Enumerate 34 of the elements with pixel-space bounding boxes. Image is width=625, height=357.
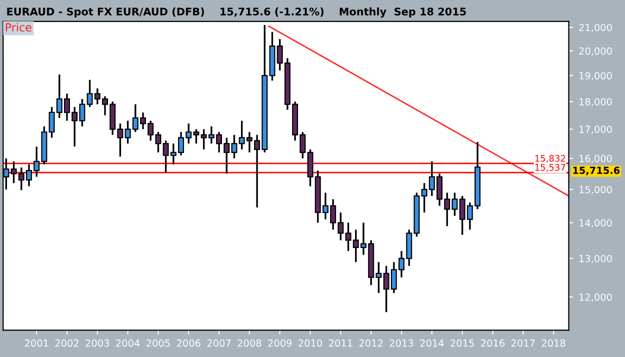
x-tick-label: 2015: [450, 339, 474, 347]
x-tick-label: 2017: [511, 339, 535, 347]
text: 15,715.6: [573, 166, 620, 176]
y-tick-label: 21,000: [579, 24, 612, 32]
y-tick-label: 19,000: [580, 72, 612, 80]
x-tick-label: 2005: [146, 339, 170, 347]
x-tick-label: 2007: [207, 339, 231, 347]
candlestick: [231, 134, 238, 160]
x-tick-label: 2006: [176, 339, 200, 347]
x-tick-label: 2001: [24, 339, 48, 347]
chart-title: EURAUD - Spot FX EUR/AUD (DFB) 15,715.6 (-1.21%) Monthly Sep 18 2015: [7, 7, 466, 18]
x-tick-label: 2003: [86, 339, 109, 347]
y-axis-title: Price: [6, 22, 32, 32]
x-tick-label: 2012: [359, 339, 382, 347]
y-tick-label: 14,000: [580, 219, 612, 228]
y-tick-label: 13,000: [580, 254, 612, 264]
x-tick-label: 2014: [420, 339, 444, 347]
x-tick-label: 2008: [238, 339, 262, 347]
x-tick-label: 2009: [268, 339, 292, 347]
x-tick-label: 2004: [116, 339, 140, 347]
y-tick-label: 20,000: [579, 47, 612, 56]
x-tick-label: 2002: [55, 339, 78, 347]
x-tick-label: 2011: [329, 339, 352, 347]
x-tick-label: 2016: [481, 339, 504, 347]
y-tick-label: 15,000: [580, 186, 612, 194]
x-tick-label: 2018: [542, 339, 566, 347]
y-tick-label: 12,000: [580, 293, 612, 302]
x-tick-label: 2010: [298, 339, 322, 347]
ref-line-label: 15,537: [535, 164, 566, 172]
y-tick-label: 17,000: [580, 126, 612, 134]
x-tick-label: 2013: [390, 339, 414, 347]
y-tick-label: 16,000: [580, 154, 612, 164]
y-tick-label: 18,000: [580, 98, 612, 106]
ref-line-label: 15,832: [535, 154, 566, 163]
